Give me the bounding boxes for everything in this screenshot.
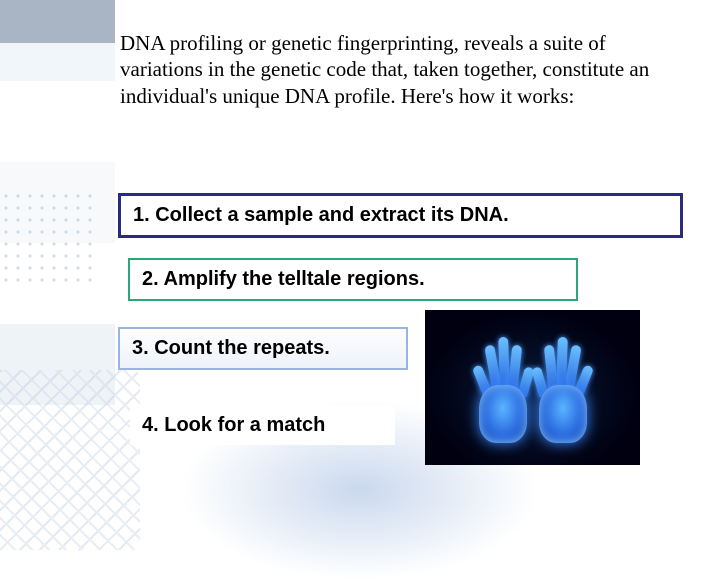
step-1-label: 1. Collect a sample and extract its DNA. (133, 204, 509, 226)
intro-paragraph: DNA profiling or genetic fingerprinting,… (120, 30, 680, 109)
step-3-label: 3. Count the repeats. (132, 337, 330, 359)
right-handprint-icon (533, 333, 595, 443)
step-4-box: 4. Look for a match (130, 406, 395, 445)
handprints-illustration (425, 310, 640, 465)
handprints-background (425, 310, 640, 465)
step-3-box: 3. Count the repeats. (118, 327, 408, 370)
slide-content: DNA profiling or genetic fingerprinting,… (0, 0, 720, 540)
step-2-box: 2. Amplify the telltale regions. (128, 258, 578, 301)
step-2-label: 2. Amplify the telltale regions. (142, 268, 425, 290)
step-4-label: 4. Look for a match (142, 414, 325, 436)
step-1-box: 1. Collect a sample and extract its DNA. (118, 193, 683, 238)
left-handprint-icon (471, 333, 533, 443)
